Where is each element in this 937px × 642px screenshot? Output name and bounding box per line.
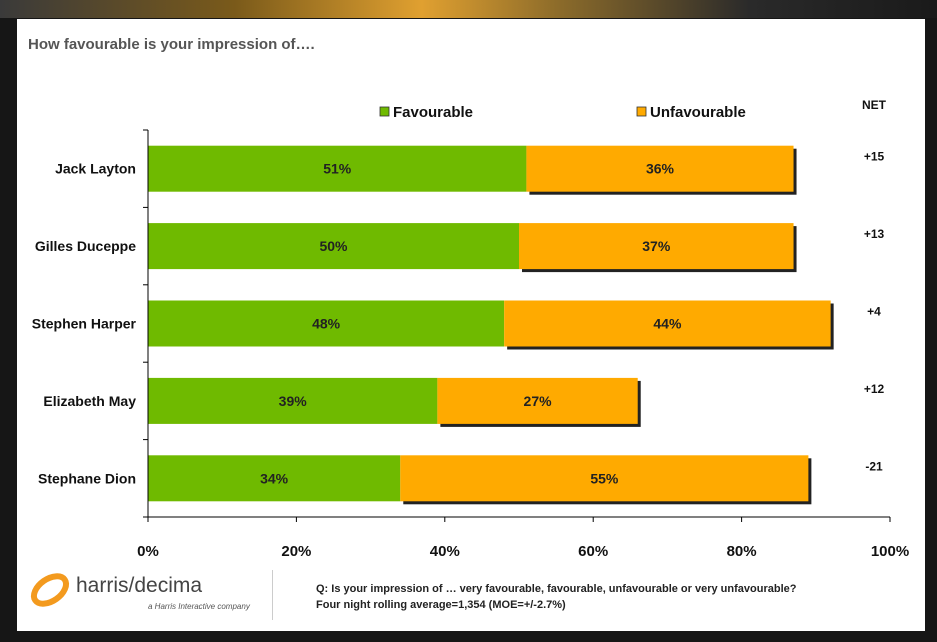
bar-unfavourable [526,145,794,192]
chart-axes [143,129,891,522]
bar-unfavourable [519,223,794,270]
chart-headline: How favourable is your impression of…. [28,36,315,53]
bar-unfavourable [400,455,809,502]
data-label-favourable: 48% [312,316,341,332]
category-label: Jack Layton [55,161,136,177]
net-value: -21 [865,459,883,473]
data-label-unfavourable: 37% [642,238,671,254]
bar-unfavourable [437,377,638,424]
harris-decima-logo: harris/decima a Harris Interactive compa… [28,568,268,618]
net-value: +15 [864,150,885,164]
category-label: Elizabeth May [43,393,136,409]
bar-favourable [148,377,438,424]
data-label-unfavourable: 36% [646,161,675,177]
legend-swatch-unfavourable [636,106,647,117]
bar-favourable [148,455,401,502]
survey-note: Four night rolling average=1,354 (MOE=+/… [316,599,566,611]
top-decorative-bar [0,0,937,18]
data-label-favourable: 34% [260,470,289,486]
bar-favourable [148,145,527,192]
bar-unfavourable [504,300,831,347]
x-tick-label: 40% [430,543,460,560]
x-tick-label: 20% [281,543,311,560]
net-header: NET [862,98,887,112]
footer-divider [272,570,273,620]
net-value: +12 [864,382,885,396]
category-label: Stephane Dion [38,470,136,486]
logo-wordmark: harris/decima [76,574,203,597]
legend-label-unfavourable: Unfavourable [650,104,746,121]
bar-favourable [148,300,505,347]
net-value: +13 [864,227,885,241]
data-label-favourable: 51% [323,161,352,177]
x-tick-label: 0% [137,543,159,560]
bar-series: 51% 36% 50% 37% 48% 44% 39% 27% 34% 55% [148,145,834,505]
logo-tagline: a Harris Interactive company [148,602,250,611]
data-label-favourable: 50% [319,238,348,254]
legend-swatch-favourable [379,106,390,117]
data-label-unfavourable: 55% [590,470,619,486]
net-column: +15 +13 +4 +12 -21 NET [862,98,887,473]
logo-swirl-icon [30,573,70,607]
net-value: +4 [867,305,881,319]
data-label-favourable: 39% [279,393,308,409]
data-label-unfavourable: 27% [524,393,553,409]
survey-question: Q: Is your impression of … very favourab… [316,583,797,595]
category-label: Stephen Harper [32,316,137,332]
legend-label-favourable: Favourable [393,104,473,121]
x-tick-label: 80% [727,543,757,560]
data-label-unfavourable: 44% [653,316,682,332]
x-tick-label: 100% [871,543,909,560]
x-tick-labels: 0% 20% 40% 60% 80% 100% [137,543,909,560]
x-tick-label: 60% [578,543,608,560]
chart-legend: Favourable Unfavourable [379,104,746,121]
category-labels: Jack Layton Gilles Duceppe Stephen Harper E… [32,161,137,487]
category-label: Gilles Duceppe [35,238,136,254]
bar-favourable [148,223,519,270]
